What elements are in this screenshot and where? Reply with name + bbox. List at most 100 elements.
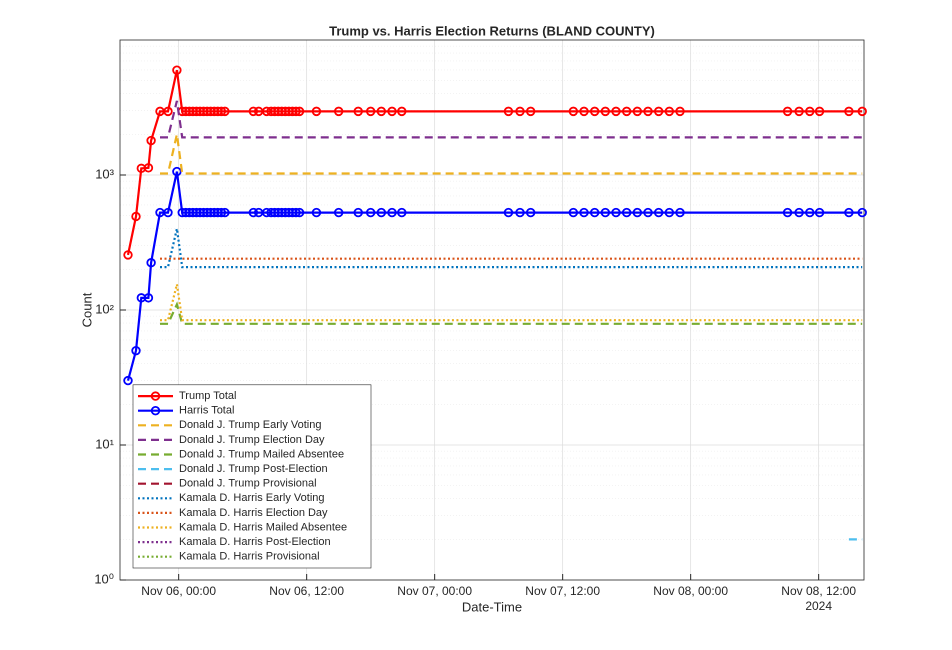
- data-point: [353, 207, 363, 218]
- y-tick-label: 10²: [95, 301, 114, 316]
- data-point: [515, 207, 525, 218]
- x-secondary-label: 2024: [805, 599, 832, 613]
- data-point: [675, 207, 685, 218]
- data-point: [291, 207, 301, 218]
- legend-label: Kamala D. Harris Mailed Absentee: [179, 521, 347, 533]
- data-point: [131, 345, 141, 356]
- data-point: [311, 207, 322, 218]
- chart-title: Trump vs. Harris Election Returns (BLAND…: [329, 23, 655, 38]
- data-point: [675, 106, 685, 117]
- data-point: [643, 106, 653, 117]
- data-point: [216, 106, 227, 117]
- data-point: [814, 106, 825, 117]
- legend-label: Donald J. Trump Provisional: [179, 478, 317, 490]
- data-point: [844, 207, 854, 218]
- x-tick-label: Nov 06, 00:00: [141, 584, 216, 598]
- data-point: [333, 207, 344, 218]
- data-point: [525, 106, 536, 117]
- data-point: [568, 207, 579, 218]
- data-point: [311, 106, 322, 117]
- data-point: [579, 207, 589, 218]
- series-line: [160, 228, 863, 269]
- x-tick-label: Nov 06, 12:00: [269, 584, 344, 598]
- series-line: [160, 301, 863, 325]
- data-point: [220, 207, 230, 218]
- data-point: [611, 207, 621, 218]
- data-point: [220, 106, 230, 117]
- legend-label: Donald J. Trump Post-Election: [179, 463, 328, 475]
- data-point: [589, 106, 600, 117]
- x-tick-label: Nov 07, 12:00: [525, 584, 600, 598]
- series-line: [160, 100, 863, 139]
- data-point: [503, 106, 514, 117]
- data-point: [365, 106, 376, 117]
- legend-label: Kamala D. Harris Early Voting: [179, 492, 325, 504]
- data-point: [365, 207, 376, 218]
- legend-label: Harris Total: [179, 405, 234, 417]
- legend-box: [132, 384, 372, 569]
- data-point: [805, 106, 815, 117]
- data-point: [664, 207, 675, 218]
- legend-marker: [150, 391, 161, 401]
- data-point: [248, 106, 259, 117]
- data-point: [857, 106, 867, 117]
- data-point: [131, 211, 141, 222]
- y-tick-label: 10¹: [95, 436, 114, 451]
- data-point: [333, 106, 344, 117]
- data-point: [794, 207, 804, 218]
- data-point: [621, 106, 632, 117]
- data-point: [172, 65, 182, 75]
- data-point: [294, 207, 305, 218]
- x-tick-label: Nov 08, 00:00: [653, 584, 728, 598]
- data-point: [844, 106, 854, 117]
- legend-label: Kamala D. Harris Election Day: [179, 507, 328, 519]
- data-point: [143, 293, 154, 303]
- data-point: [163, 207, 173, 218]
- data-point: [503, 207, 514, 218]
- data-point: [782, 207, 793, 218]
- legend-label: Donald J. Trump Election Day: [179, 434, 325, 446]
- data-point: [579, 106, 589, 117]
- legend-label: Trump Total: [179, 390, 236, 402]
- x-tick-label: Nov 08, 12:00: [781, 584, 856, 598]
- data-point: [387, 207, 397, 218]
- data-point: [146, 135, 156, 146]
- data-point: [525, 207, 536, 218]
- data-point: [664, 106, 675, 117]
- data-point: [805, 207, 815, 218]
- data-point: [123, 250, 133, 260]
- data-point: [653, 207, 664, 218]
- data-point: [216, 207, 227, 218]
- data-point: [376, 106, 387, 117]
- data-point: [643, 207, 653, 218]
- data-point: [632, 207, 643, 218]
- data-point: [857, 207, 867, 218]
- y-tick-label: 10⁰: [94, 571, 114, 586]
- data-point: [397, 207, 407, 218]
- series-line: [160, 284, 863, 322]
- data-point: [632, 106, 643, 117]
- data-point: [123, 375, 133, 386]
- axes-box: [119, 39, 865, 581]
- x-axis-label: Date-Time: [462, 599, 522, 614]
- data-point: [621, 207, 632, 218]
- data-point: [291, 106, 301, 117]
- series-line: [160, 134, 863, 175]
- legend-label: Donald J. Trump Mailed Absentee: [179, 448, 344, 460]
- legend-label: Kamala D. Harris Provisional: [179, 551, 320, 563]
- data-point: [146, 258, 156, 268]
- data-point: [600, 207, 611, 218]
- data-point: [814, 207, 825, 218]
- data-point: [397, 106, 407, 117]
- data-point: [589, 207, 600, 218]
- data-point: [600, 106, 611, 117]
- data-point: [568, 106, 579, 117]
- data-point: [294, 106, 305, 117]
- x-tick-label: Nov 07, 00:00: [397, 584, 472, 598]
- y-tick-label: 10³: [95, 166, 114, 181]
- data-point: [143, 163, 154, 173]
- legend-marker: [150, 406, 161, 416]
- data-point: [782, 106, 793, 117]
- data-point: [794, 106, 804, 117]
